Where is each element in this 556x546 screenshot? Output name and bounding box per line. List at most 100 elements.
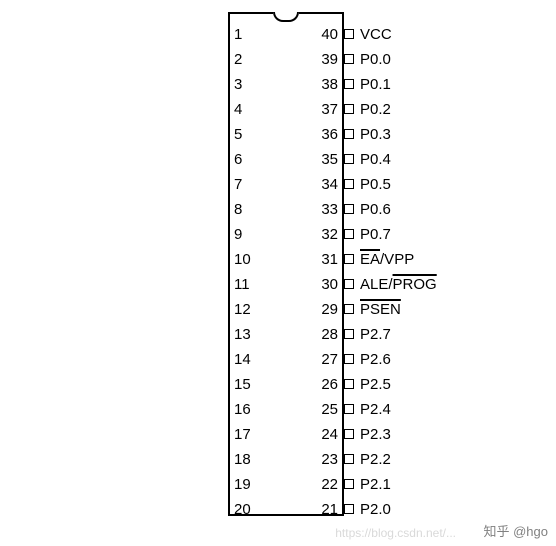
pin-15-number: 15 [228,372,258,396]
pin-19-number: 19 [228,472,258,496]
pin-30-pad [344,279,354,289]
pin-33-pad [344,204,354,214]
pin-29-number: 29 [314,297,344,321]
pin-21-number: 21 [314,497,344,521]
pin-25-pad [344,404,354,414]
pin-24-label: P2.3 [360,427,391,442]
pin-8-number: 8 [228,197,258,221]
pin-40-pad [344,29,354,39]
pin-10-number: 10 [228,247,258,271]
watermark-text: https://blog.csdn.net/... [335,526,456,540]
pin-38: P0.1 [344,72,556,96]
pin-26-pad [344,379,354,389]
pin-30-label: ALE/PROG [360,277,437,292]
pin-18-number: 18 [228,447,258,471]
chip-top-right-edge [299,12,344,14]
pin-23-pad [344,454,354,464]
pin-31: EA/VPP [344,247,556,271]
pin-38-number: 38 [314,72,344,96]
pin-21-label: P2.0 [360,502,391,517]
pin-31-pad [344,254,354,264]
pin-35-number: 35 [314,147,344,171]
pin-5-number: 5 [228,122,258,146]
pin-29: PSEN [344,297,556,321]
pin-34-number: 34 [314,172,344,196]
pin-32-label: P0.7 [360,227,391,242]
pin-13-number: 13 [228,322,258,346]
pin-39: P0.0 [344,47,556,71]
pin-32: P0.7 [344,222,556,246]
pin-32-pad [344,229,354,239]
pin-23-number: 23 [314,447,344,471]
pin-33: P0.6 [344,197,556,221]
pin-25-label: P2.4 [360,402,391,417]
pin-3-number: 3 [228,72,258,96]
chip-top-left-edge [228,12,273,14]
pin-25: P2.4 [344,397,556,421]
pin-22-pad [344,479,354,489]
pin-39-pad [344,54,354,64]
pin-27-number: 27 [314,347,344,371]
pin-16-number: 16 [228,397,258,421]
pin-31-label: EA/VPP [360,252,414,267]
pin-7-number: 7 [228,172,258,196]
pin-38-pad [344,79,354,89]
pin-11-number: 11 [228,272,258,296]
pin-26-number: 26 [314,372,344,396]
pin-12-number: 12 [228,297,258,321]
pin-38-label: P0.1 [360,77,391,92]
pin-4-number: 4 [228,97,258,121]
pin-1-number: 1 [228,22,258,46]
credit-text: 知乎 @hgo [484,521,549,540]
pin-31-number: 31 [314,247,344,271]
pin-32-number: 32 [314,222,344,246]
pin-14-number: 14 [228,347,258,371]
pin-30-number: 30 [314,272,344,296]
pin-21: P2.0 [344,497,556,521]
pin-40: VCC [344,22,556,46]
pin-33-label: P0.6 [360,202,391,217]
pin-37-pad [344,104,354,114]
pin-24-pad [344,429,354,439]
pin-40-number: 40 [314,22,344,46]
pin-27-label: P2.6 [360,352,391,367]
pin-23-label: P2.2 [360,452,391,467]
pin-24: P2.3 [344,422,556,446]
pin-28-pad [344,329,354,339]
pin-6-number: 6 [228,147,258,171]
pin-28-label: P2.7 [360,327,391,342]
pin-24-number: 24 [314,422,344,446]
pin-17-number: 17 [228,422,258,446]
pin-28: P2.7 [344,322,556,346]
pin-34-label: P0.5 [360,177,391,192]
pin-29-pad [344,304,354,314]
pin-35: P0.4 [344,147,556,171]
pin-23: P2.2 [344,447,556,471]
pin-39-label: P0.0 [360,52,391,67]
pin-27: P2.6 [344,347,556,371]
pin-35-pad [344,154,354,164]
pin-22-number: 22 [314,472,344,496]
pin-33-number: 33 [314,197,344,221]
pin-25-number: 25 [314,397,344,421]
pin-35-label: P0.4 [360,152,391,167]
pin-20-number: 20 [228,497,258,521]
pin-37-number: 37 [314,97,344,121]
pin-36-number: 36 [314,122,344,146]
pin-26-label: P2.5 [360,377,391,392]
pin-22-label: P2.1 [360,477,391,492]
pin-40-label: VCC [360,27,392,42]
pin-36-pad [344,129,354,139]
pin-36-label: P0.3 [360,127,391,142]
pin-27-pad [344,354,354,364]
pin-37-label: P0.2 [360,102,391,117]
pin-22: P2.1 [344,472,556,496]
pin-26: P2.5 [344,372,556,396]
pin-2-number: 2 [228,47,258,71]
pin-39-number: 39 [314,47,344,71]
pin-37: P0.2 [344,97,556,121]
pin-28-number: 28 [314,322,344,346]
pin-34: P0.5 [344,172,556,196]
pin-9-number: 9 [228,222,258,246]
pin-29-label: PSEN [360,302,401,317]
